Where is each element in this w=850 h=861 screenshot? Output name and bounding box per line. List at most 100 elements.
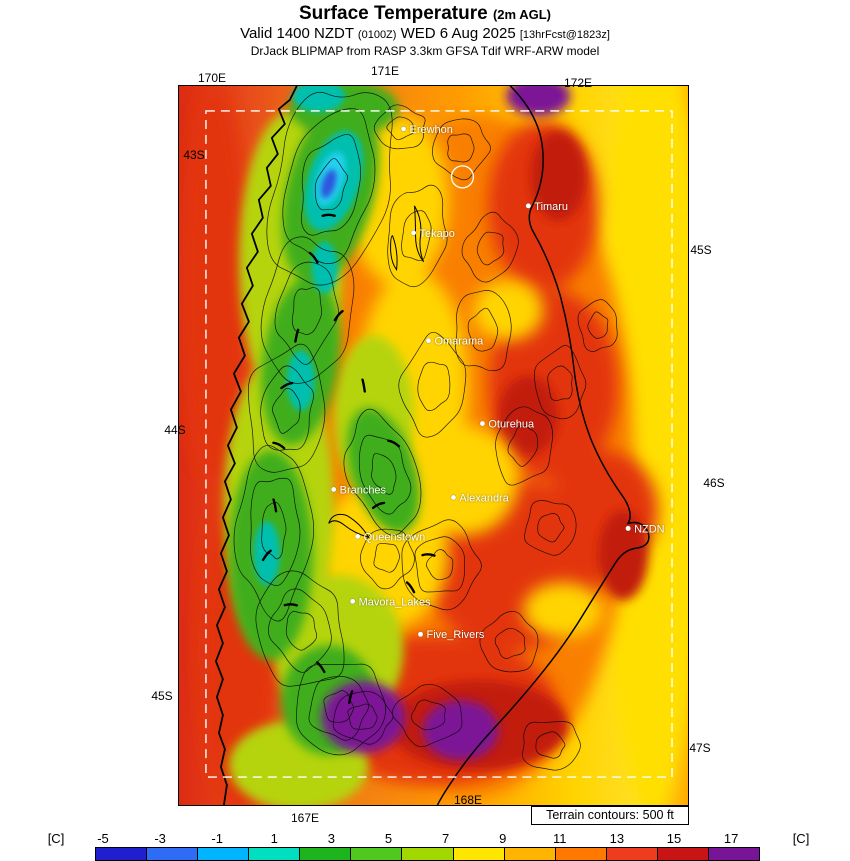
colorbar-segment <box>555 848 607 860</box>
contour-line <box>461 211 519 283</box>
city-markers: Erewhon Timaru Tekapo Omarama Oturehua Branch… <box>330 124 665 641</box>
lake-outline <box>414 205 424 263</box>
lake-outline <box>390 235 398 272</box>
contour-line <box>467 307 499 352</box>
plot-title-line: Surface Temperature (2m AGL) <box>0 3 850 25</box>
contour-line <box>343 408 422 536</box>
steep-terrain-marks <box>261 213 436 705</box>
contour-line <box>521 721 581 771</box>
contour-line <box>387 184 448 288</box>
steep-terrain-mark <box>347 690 354 705</box>
contour-line <box>401 519 482 611</box>
city-marker-queenstown <box>354 533 361 540</box>
coord-label-47s: 47S <box>689 741 711 755</box>
colorbar-segment <box>606 848 658 860</box>
contour-line <box>373 104 426 150</box>
steep-terrain-mark <box>387 439 401 448</box>
contour-line <box>401 210 432 261</box>
contour-line <box>417 361 451 411</box>
city-label-oturehua: Oturehua <box>488 419 535 431</box>
colorbar-segment <box>453 848 505 860</box>
contour-line <box>547 365 573 401</box>
city-label-omarama: Omarama <box>434 336 484 348</box>
contour-line <box>426 549 454 581</box>
coastline <box>214 86 650 805</box>
contour-line <box>386 116 415 141</box>
city-marker-oturehua <box>479 420 486 427</box>
contour-line <box>323 690 354 723</box>
colorbar-tick-7: 7 <box>441 831 450 846</box>
contour-line <box>291 287 323 335</box>
terrain-contours <box>233 91 618 771</box>
contour-line <box>398 331 467 438</box>
city-label-branches: Branches <box>340 484 387 496</box>
contour-line <box>373 543 400 573</box>
plot-header: Surface Temperature (2m AGL) Valid 1400 … <box>0 3 850 59</box>
colorbar-tick--1: -1 <box>211 831 223 846</box>
station-ring <box>450 165 475 189</box>
steep-terrain-mark <box>272 498 278 513</box>
colorbar-segment <box>504 848 556 860</box>
colorbar-tick-labels: -5 -3 -1 1 3 5 7 9 11 13 15 17 <box>0 831 850 846</box>
contour-line <box>535 731 566 759</box>
colorbar-segment <box>351 848 403 860</box>
contour-line <box>479 610 539 673</box>
plot-title: Surface Temperature <box>299 3 488 24</box>
steep-terrain-mark <box>321 213 336 218</box>
colorbar-unit-left: [C] <box>47 831 65 846</box>
contour-line <box>233 445 315 622</box>
city-marker-omarama <box>425 337 432 344</box>
contour-line <box>260 365 314 451</box>
city-label-timaru: Timaru <box>534 201 568 213</box>
steep-terrain-mark <box>283 603 298 607</box>
steep-terrain-mark <box>308 251 319 264</box>
contour-line <box>411 699 446 731</box>
contour-line <box>524 500 577 556</box>
colorbar-tick-9: 9 <box>499 831 507 846</box>
contour-line <box>255 570 345 687</box>
city-marker-branches <box>330 486 337 493</box>
valid-date: WED 6 Aug 2025 <box>400 25 516 42</box>
colorbar-tick-15: 15 <box>666 831 682 846</box>
contour-line <box>248 343 326 473</box>
steep-terrain-mark <box>294 328 300 343</box>
colorbar-tick--3: -3 <box>154 831 166 846</box>
coord-label-45s: 45S <box>151 689 173 703</box>
colorbar-tick-1: 1 <box>270 831 278 846</box>
contour-line <box>360 528 415 590</box>
lake-outline <box>328 513 370 539</box>
contour-line <box>358 434 412 515</box>
colorbar-segment <box>708 848 760 860</box>
contour-line <box>495 406 553 486</box>
contour-line <box>314 158 348 211</box>
contour-line <box>332 691 394 745</box>
contour-line <box>272 387 301 434</box>
city-marker-alexandra <box>450 494 457 501</box>
contour-line <box>282 108 376 264</box>
coord-label-46s: 46S <box>703 476 725 490</box>
contour-line <box>260 236 355 384</box>
contour-line <box>347 703 378 730</box>
steep-terrain-mark <box>405 581 416 594</box>
colorbar-segment <box>249 848 301 860</box>
contour-line <box>455 290 512 372</box>
steep-terrain-mark <box>361 378 366 393</box>
colorbar-tick--5: -5 <box>97 831 109 846</box>
steep-terrain-mark <box>333 309 344 322</box>
contour-line <box>447 133 475 163</box>
contour-line <box>577 299 618 352</box>
terrain-note: Terrain contours: 500 ft <box>531 806 689 825</box>
steep-terrain-mark <box>261 549 272 562</box>
contour-line <box>266 91 393 286</box>
valid-time-line: Valid 1400 NZDT (0100Z) WED 6 Aug 2025 [… <box>0 25 850 44</box>
valid-fcst: [13hrFcst@1823z] <box>519 29 610 41</box>
temperature-map-svg: Erewhon Timaru Tekapo Omarama Oturehua Branch… <box>179 86 688 805</box>
colorbar-tick-3: 3 <box>327 831 336 846</box>
colorbar-segment <box>300 848 352 860</box>
contour-line <box>494 628 526 659</box>
colorbar-tick-11: 11 <box>553 831 567 846</box>
map: Erewhon Timaru Tekapo Omarama Oturehua Branch… <box>178 85 689 806</box>
contour-line <box>274 261 339 365</box>
coord-label-170e: 170E <box>197 71 227 85</box>
contour-line <box>414 536 465 593</box>
